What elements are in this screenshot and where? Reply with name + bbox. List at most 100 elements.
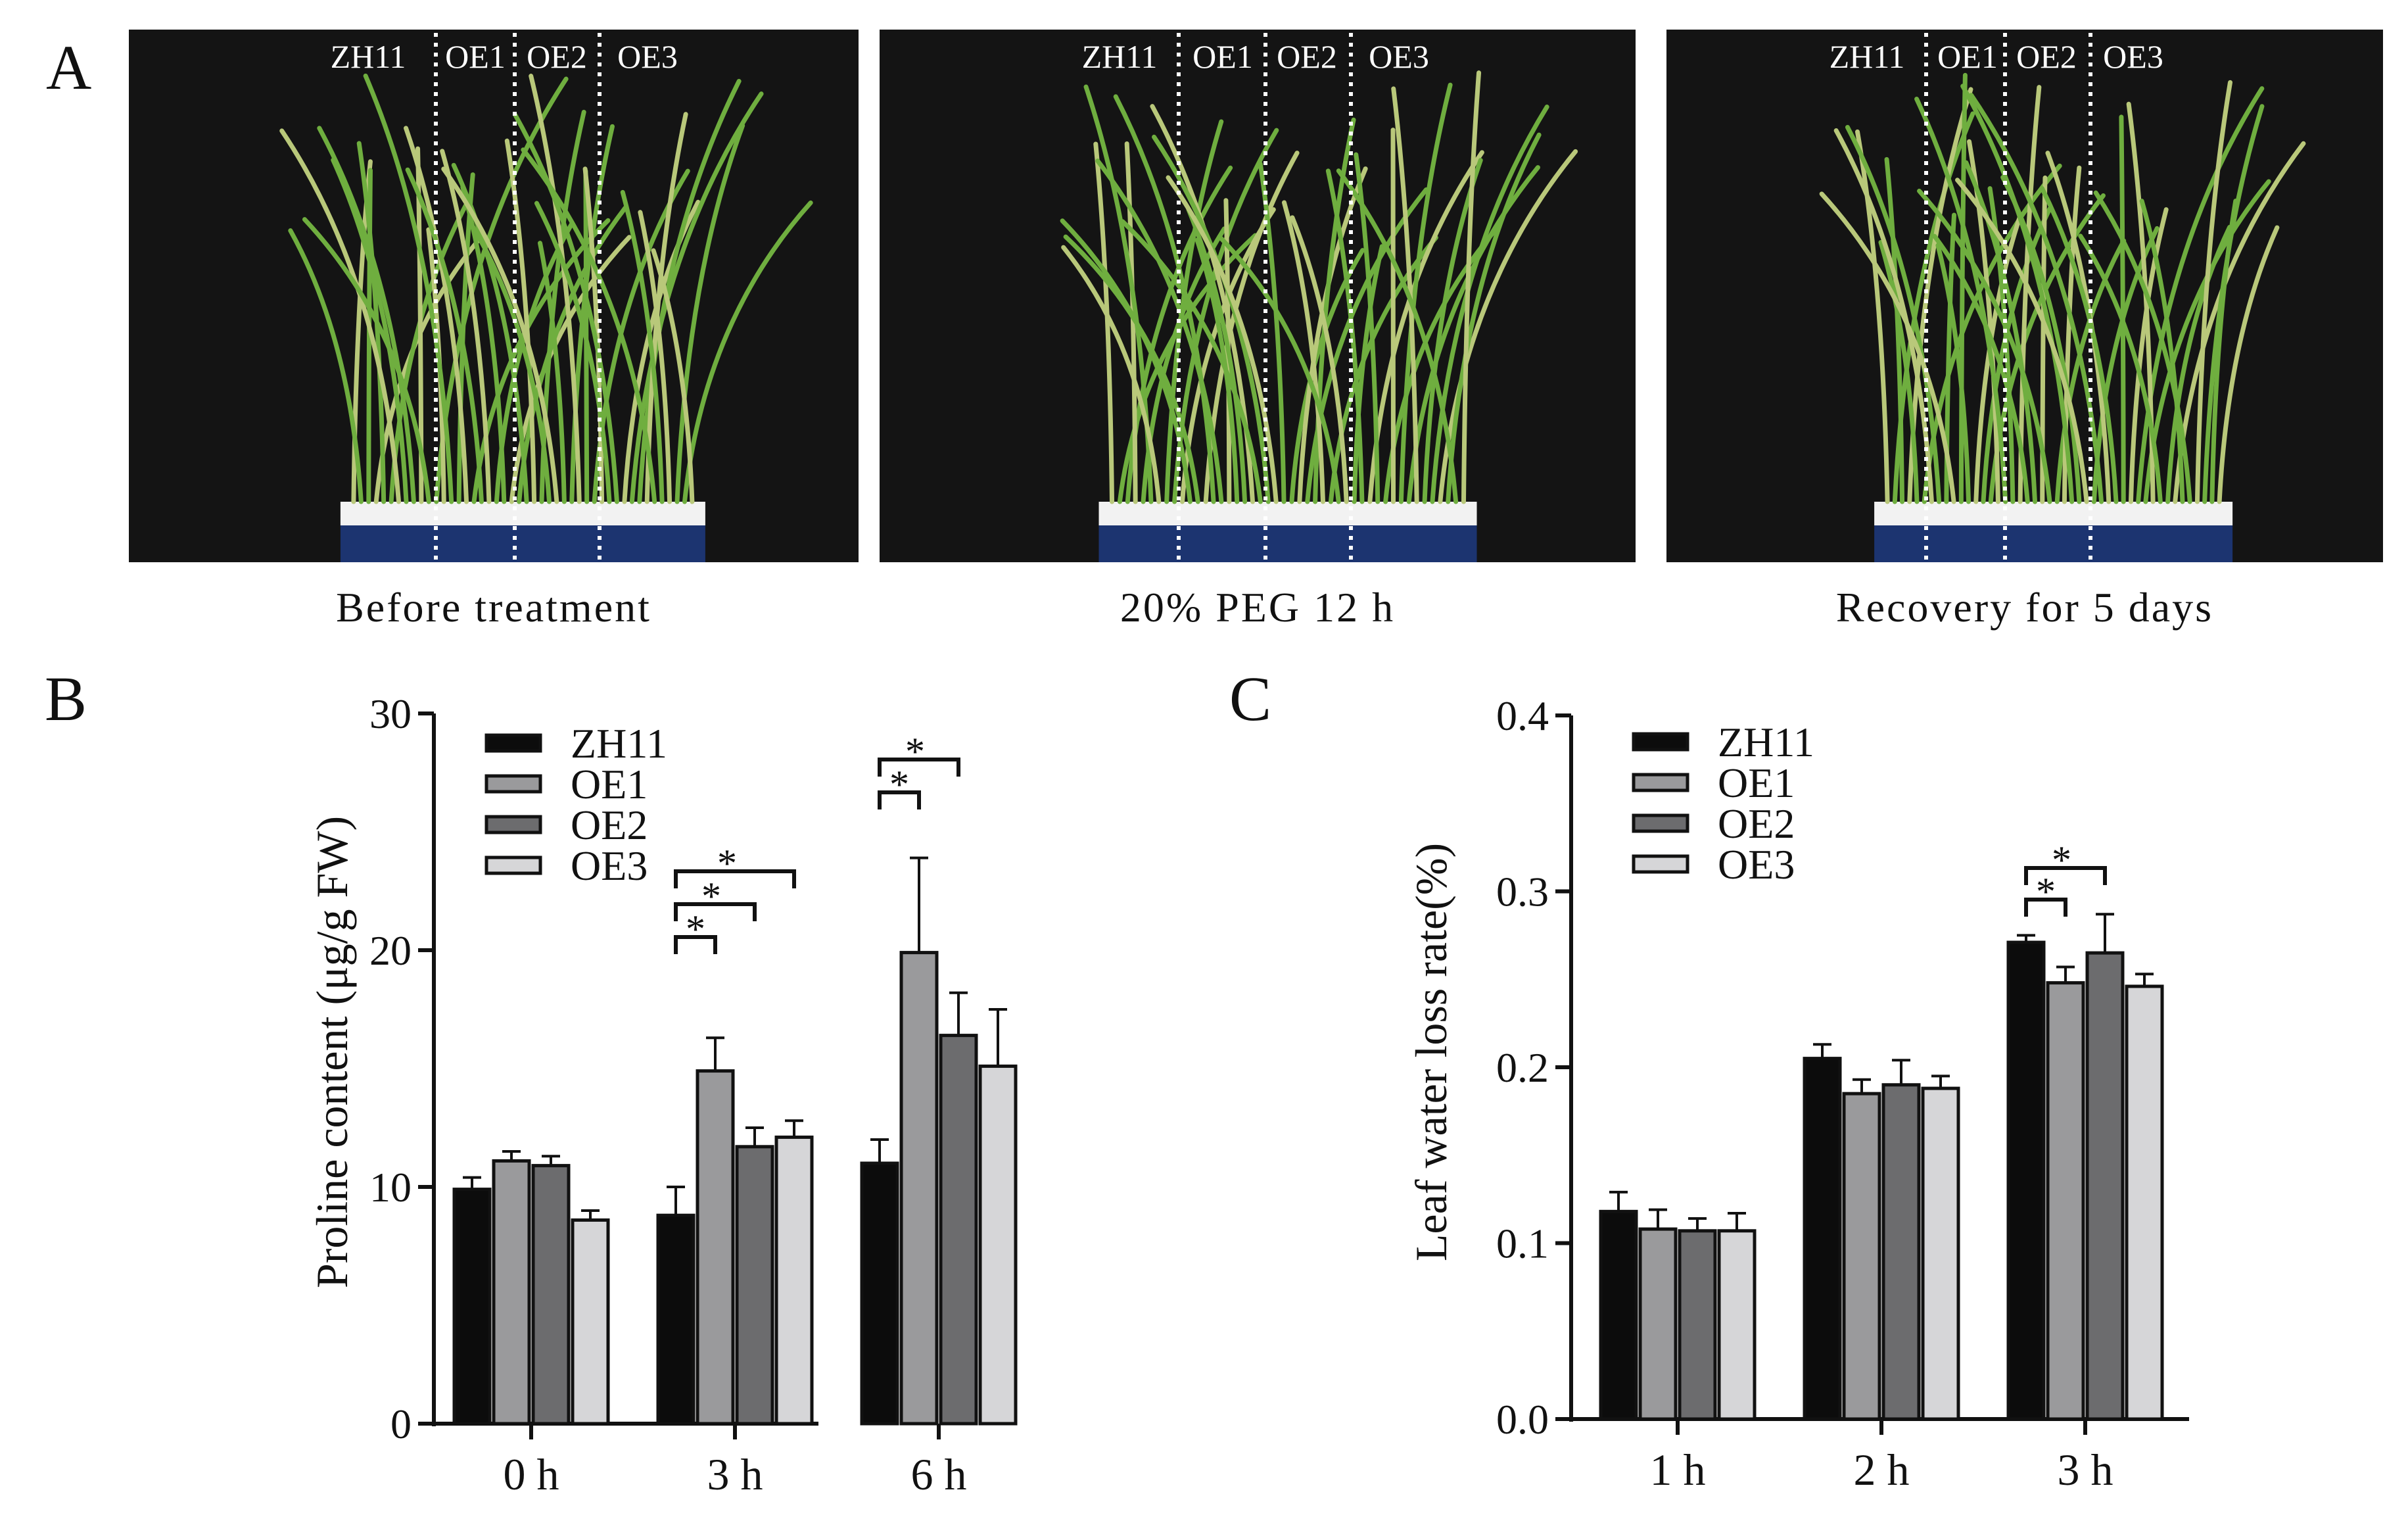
genotype-label-oe3: OE3 <box>1369 38 1429 75</box>
legend-swatch-zh11 <box>484 733 542 753</box>
leaf-blade <box>1352 244 1384 504</box>
leaf-blade <box>1061 245 1162 504</box>
leaf-blade <box>460 185 507 504</box>
pot-body <box>1098 525 1477 562</box>
photo-row: ZH11 OE1 OE2 OE3 Before treatment ZH11 OE1 OE2 O… <box>129 30 2383 631</box>
rice-seedlings <box>1819 72 2306 504</box>
significance-bracket <box>2024 866 2107 885</box>
pot-rim <box>340 502 705 525</box>
legend-label-oe3: OE3 <box>571 842 648 889</box>
leaf-blade <box>1935 243 1971 504</box>
leaf-blade <box>583 168 590 504</box>
leaf-blade <box>1932 233 2030 504</box>
leaf-blade <box>629 91 764 504</box>
leaf-blade <box>1960 84 2075 504</box>
leaf-blade <box>1878 240 1920 504</box>
pot-body <box>340 525 705 562</box>
panel-c-label: C <box>1229 663 1271 734</box>
y-tick-label: 10 <box>369 1164 412 1211</box>
leaf-blade <box>1223 198 1232 504</box>
leaf-blade <box>521 147 657 504</box>
y-tick-label: 0.1 <box>1496 1220 1549 1267</box>
leaf-blade <box>2000 175 2082 504</box>
rice-seedlings <box>279 73 813 504</box>
leaf-blade <box>2217 225 2280 504</box>
significance-star: * <box>686 907 705 951</box>
leaf-blade <box>651 248 695 504</box>
leaf-blade <box>513 112 619 504</box>
leaf-blade <box>1186 207 1248 504</box>
bar-zh11 <box>2006 940 2046 1421</box>
legend-label-oe3: OE3 <box>1718 841 1795 888</box>
bar-oe2 <box>1678 1229 1717 1421</box>
photo-caption: 20% PEG 12 h <box>1120 584 1395 631</box>
bar-zh11 <box>1599 1209 1638 1421</box>
bar-zh11 <box>860 1161 899 1426</box>
leaf-blade <box>2018 85 2042 504</box>
legend-swatch-oe3 <box>1632 854 1689 874</box>
leaf-blade <box>279 128 402 504</box>
legend-swatch-oe2 <box>1632 813 1689 833</box>
leaf-blade <box>471 218 611 504</box>
leaf-blade <box>638 210 673 504</box>
leaf-blade <box>404 126 469 504</box>
bar-oe3 <box>978 1064 1018 1426</box>
leaf-blade <box>1964 160 2038 504</box>
x-tick-label: 3 h <box>707 1449 763 1499</box>
photo-1: ZH11 OE1 OE2 OE3 Before treatment <box>129 30 859 631</box>
bar-zh11 <box>452 1188 492 1426</box>
legend-label-zh11: ZH11 <box>1718 719 1814 765</box>
leaf-blade <box>2194 80 2233 504</box>
x-tick-label: 1 h <box>1650 1445 1706 1495</box>
significance-star: * <box>701 875 721 918</box>
leaf-blade <box>363 73 454 504</box>
leaf-blade <box>1914 97 2008 504</box>
genotype-label-oe1: OE1 <box>445 38 506 75</box>
genotype-label-oe3: OE3 <box>617 38 678 75</box>
leaf-blade <box>1969 93 2104 504</box>
legend-swatch-zh11 <box>1632 732 1689 752</box>
leaf-blade <box>405 167 484 504</box>
leaf-blade <box>1305 187 1428 504</box>
genotype-label-oe2: OE2 <box>527 38 587 75</box>
panel-c-y-axis-label: Leaf water loss rate(%) <box>1406 843 1456 1261</box>
significance-star: * <box>2052 838 2071 882</box>
leaf-blade <box>2128 207 2169 504</box>
legend-swatch-oe1 <box>1632 773 1689 792</box>
legend-label-oe2: OE2 <box>1718 800 1795 847</box>
leaf-blade <box>302 217 431 504</box>
significance-bracket <box>674 869 796 888</box>
x-tick-label: 0 h <box>504 1449 559 1499</box>
significance-star: * <box>2036 870 2056 913</box>
leaf-blade <box>674 123 745 504</box>
legend-label-oe2: OE2 <box>571 802 648 848</box>
y-tick-label: 20 <box>369 927 412 974</box>
bar-oe1 <box>696 1069 735 1426</box>
panel-b-y-axis-label: Proline content (μg/g FW) <box>307 816 357 1288</box>
leaf-blade <box>1290 215 1349 504</box>
bar-oe2 <box>2085 951 2125 1421</box>
photo-3: ZH11 OE1 OE2 OE3 Recovery for 5 days <box>1666 30 2383 631</box>
y-tick-label: 0.2 <box>1496 1044 1549 1091</box>
leaf-blade <box>2119 114 2126 504</box>
leaf-blade <box>288 228 364 504</box>
bar-oe2 <box>735 1145 774 1426</box>
leaf-blade <box>1958 72 1968 504</box>
bar-oe1 <box>2046 981 2085 1421</box>
genotype-label-oe1: OE1 <box>1192 38 1253 75</box>
bar-zh11 <box>1803 1057 1842 1421</box>
leaf-blade <box>356 141 387 504</box>
y-tick-label: 0.4 <box>1496 692 1549 739</box>
significance-bracket <box>2024 898 2067 917</box>
panel-c-chart: C Leaf water loss rate(%) 0.00.10.20.30.… <box>1229 663 2189 1495</box>
photo-background <box>129 30 859 562</box>
leaf-blade <box>1281 200 1325 504</box>
significance-star: * <box>717 842 737 885</box>
leaf-blade <box>470 224 552 504</box>
leaf-blade <box>1446 132 1542 504</box>
photo-caption: Before treatment <box>336 584 651 631</box>
leaf-blade <box>1917 188 2052 504</box>
bar-oe3 <box>571 1218 610 1426</box>
